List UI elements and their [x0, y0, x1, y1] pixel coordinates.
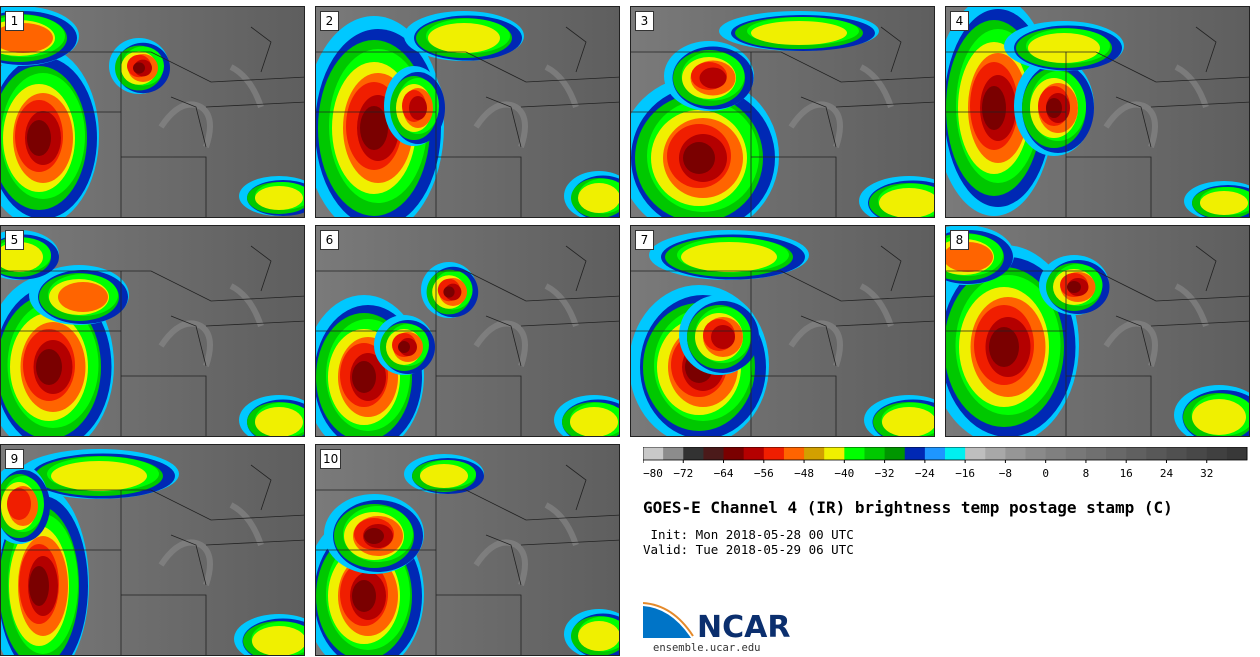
colorbar-swatch — [1186, 447, 1208, 460]
colorbar-tick-label: −80 — [643, 467, 663, 480]
temperature-colorbar: −80 −72 −64 −56 −48 −40 −32 −24 −16 −8 0 8 16 24 32 — [643, 447, 1248, 480]
panel-number-label: 2 — [320, 11, 339, 31]
satellite-map — [1, 445, 304, 655]
colorbar-swatch — [844, 447, 865, 460]
satellite-map — [631, 226, 934, 436]
colorbar-tick-label: 16 — [1120, 467, 1133, 480]
panel-5: 5 — [0, 225, 305, 437]
colorbar-tick-label: −16 — [955, 467, 975, 480]
colorbar-tick-label: −48 — [794, 467, 814, 480]
colorbar-swatch — [1106, 447, 1127, 460]
panel-number-label: 8 — [950, 230, 969, 250]
colorbar-tick-label: −64 — [714, 467, 734, 480]
colorbar-swatch — [824, 447, 845, 460]
colorbar-tick-label: −8 — [999, 467, 1012, 480]
panel-9: 9 — [0, 444, 305, 656]
colorbar-swatch — [904, 447, 926, 460]
colorbar-swatch — [864, 447, 886, 460]
panel-number-label: 10 — [320, 449, 342, 469]
satellite-map — [1, 7, 304, 217]
colorbar-tick-label: 24 — [1160, 467, 1174, 480]
colorbar-tick-label: −32 — [875, 467, 895, 480]
panel-number-label: 9 — [5, 449, 24, 469]
colorbar-swatch — [683, 447, 704, 460]
panel-8: 8 — [945, 225, 1250, 437]
satellite-map — [316, 445, 619, 655]
panel-number-label: 7 — [635, 230, 654, 250]
colorbar-tick-label: 32 — [1200, 467, 1213, 480]
colorbar-tick-label: 0 — [1042, 467, 1049, 480]
satellite-map — [946, 226, 1249, 436]
colorbar-tick-label: −40 — [834, 467, 854, 480]
figure-title: GOES-E Channel 4 (IR) brightness temp po… — [643, 498, 1173, 517]
colorbar-swatch — [804, 447, 825, 460]
colorbar-swatch — [965, 447, 986, 460]
colorbar-swatch — [1166, 447, 1188, 460]
colorbar-swatch — [924, 447, 946, 460]
ncar-logo-icon — [643, 600, 696, 638]
colorbar-swatch — [743, 447, 765, 460]
init-time: Init: Mon 2018-05-28 00 UTC — [643, 527, 854, 542]
colorbar-tick-label: −24 — [915, 467, 935, 480]
colorbar-swatch — [1226, 447, 1248, 460]
colorbar-tick-label: 8 — [1083, 467, 1090, 480]
panel-number-label: 3 — [635, 11, 654, 31]
colorbar-swatch — [1065, 447, 1087, 460]
colorbar-swatch — [783, 447, 805, 460]
satellite-map — [631, 7, 934, 217]
satellite-map — [316, 226, 619, 436]
colorbar-swatch — [1085, 447, 1107, 460]
colorbar-swatch — [1126, 447, 1147, 460]
panel-number-label: 1 — [5, 11, 24, 31]
colorbar-swatch — [1206, 447, 1228, 460]
colorbar-swatch — [945, 447, 966, 460]
panel-4: 4 — [945, 6, 1250, 218]
colorbar-tick-label: −56 — [754, 467, 774, 480]
colorbar-swatch — [884, 447, 906, 460]
colorbar-tick-label: −72 — [673, 467, 693, 480]
panel-1: 1 — [0, 6, 305, 218]
colorbar-swatch — [643, 447, 664, 460]
satellite-map — [1, 226, 304, 436]
site-url: ensemble.ucar.edu — [653, 642, 761, 654]
valid-time: Valid: Tue 2018-05-29 06 UTC — [643, 542, 854, 557]
panel-2: 2 — [315, 6, 620, 218]
panel-number-label: 4 — [950, 11, 969, 31]
colorbar-swatch — [763, 447, 785, 460]
colorbar-swatch — [663, 447, 684, 460]
colorbar-swatch — [703, 447, 725, 460]
satellite-map — [946, 7, 1249, 217]
satellite-map — [316, 7, 619, 217]
colorbar-swatch — [985, 447, 1006, 460]
panel-3: 3 — [630, 6, 935, 218]
ncar-logo-text: NCAR — [697, 610, 791, 645]
panel-6: 6 — [315, 225, 620, 437]
colorbar-swatch — [1025, 447, 1047, 460]
colorbar-swatch — [1005, 447, 1027, 460]
colorbar-swatch — [723, 447, 745, 460]
panel-number-label: 6 — [320, 230, 339, 250]
panel-7: 7 — [630, 225, 935, 437]
panel-number-label: 5 — [5, 230, 24, 250]
colorbar-swatch — [1045, 447, 1067, 460]
colorbar-swatch — [1146, 447, 1167, 460]
panel-10: 10 — [315, 444, 620, 656]
